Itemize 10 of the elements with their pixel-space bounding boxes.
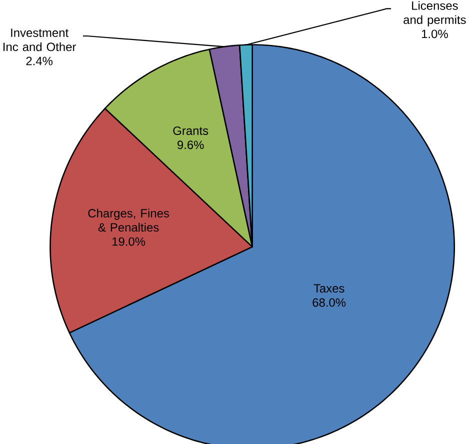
data-label: 9.6%: [178, 140, 204, 149]
data-label: 68.0%: [312, 298, 346, 307]
slice-label: Taxes: [314, 284, 344, 292]
slice-label: Charges, Fines & Penalties: [88, 208, 170, 232]
slice-label: Investment Inc and Other: [4, 28, 76, 51]
data-label: 19.0%: [112, 237, 146, 246]
slice-label: Grants: [173, 126, 208, 135]
data-label: 1.0%: [422, 29, 448, 38]
data-label: 2.4%: [26, 56, 53, 65]
slice-label: Licenses and permits: [404, 0, 466, 26]
